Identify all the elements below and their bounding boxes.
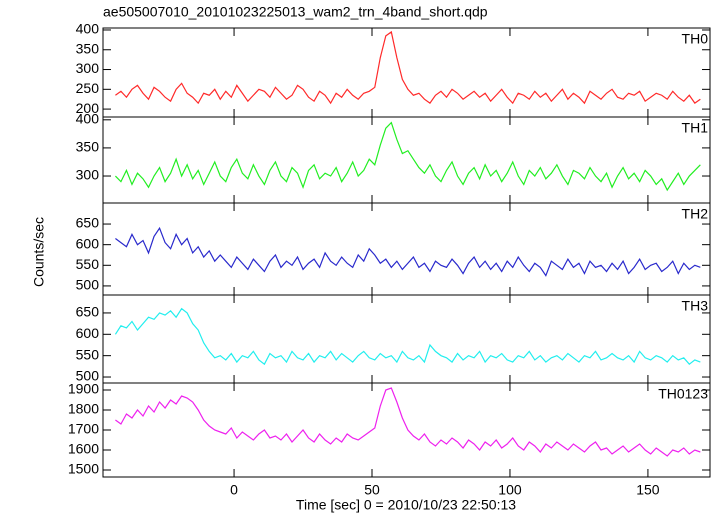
y-tick-label: 600 [76,235,100,251]
y-tick-label: 200 [76,100,100,116]
y-tick-label: 400 [76,111,100,127]
y-tick-label: 550 [76,346,100,362]
y-tick-label: 1500 [68,461,99,477]
y-tick-label: 1900 [68,381,99,397]
y-tick-label: 250 [76,80,100,96]
panel-label: TH1 [682,120,709,136]
y-tick-label: 500 [76,277,100,293]
y-tick-label: 650 [76,215,100,231]
data-line [114,307,701,366]
x-axis-label: Time [sec] 0 = 2010/10/23 22:50:13 [296,497,516,513]
x-tick-label: 50 [364,482,380,498]
y-tick-label: 1600 [68,441,99,457]
y-tick-label: 550 [76,256,100,272]
y-tick-label: 400 [76,21,100,37]
y-tick-label: 300 [76,60,100,76]
data-line [115,387,701,457]
panel-frame [102,382,711,478]
data-line [115,226,701,277]
y-tick-label: 300 [76,167,100,183]
x-tick-label: 100 [498,482,522,498]
y-tick-label: 650 [76,304,100,320]
panel-label: TH0123 [658,386,708,402]
panel-frame [102,294,711,384]
data-line [114,121,701,192]
panel-label: TH2 [682,206,709,222]
chart-title: ae505007010_20101023225013_wam2_trn_4ban… [103,4,488,20]
y-tick-label: 1700 [68,421,99,437]
panel-label: TH3 [682,298,709,314]
x-tick-label: 150 [636,482,660,498]
y-tick-label: 1800 [68,401,99,417]
panel-frame [102,116,711,204]
data-line [115,30,701,105]
panel-frame [102,27,711,118]
x-tick-label: 0 [230,482,238,498]
y-tick-label: 350 [76,40,100,56]
y-tick-label: 350 [76,139,100,155]
panel-label: TH0 [682,31,709,47]
panel-frame [102,202,711,296]
y-tick-label: 600 [76,325,100,341]
y-axis-label: Counts/sec [31,217,47,287]
y-tick-label: 500 [76,368,100,384]
